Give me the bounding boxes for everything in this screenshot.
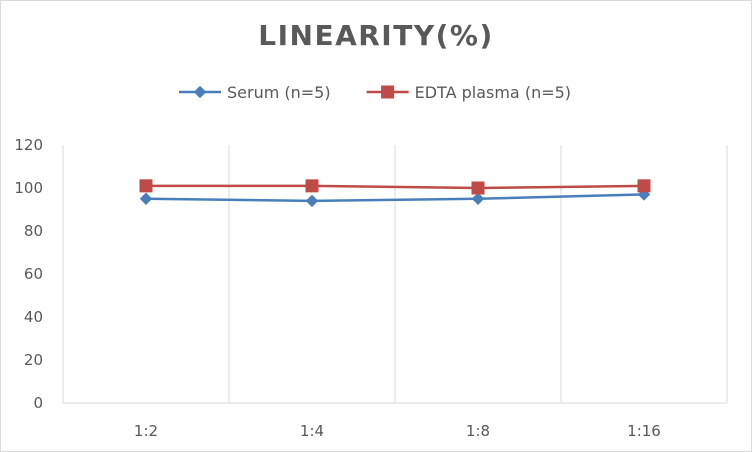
y-tick-label: 60 [24,265,43,283]
legend-entry-label: Serum (n=5) [227,83,331,102]
data-point [305,194,319,208]
data-point [471,192,485,205]
series-line [146,184,645,190]
data-point [139,179,153,193]
y-tick-label: 80 [24,222,43,240]
y-tick-label: 120 [14,136,43,154]
data-point [471,181,485,195]
x-tick-label: 1:2 [134,422,158,440]
legend-entry-label: EDTA plasma (n=5) [415,83,571,102]
x-tick-label: 1:4 [300,422,324,440]
data-point [637,179,651,193]
legend-marker [381,85,395,99]
y-tick-label: 0 [33,394,43,412]
y-tick-label: 20 [24,351,43,369]
y-tick-label: 40 [24,308,43,326]
x-tick-label: 1:16 [627,422,661,440]
x-tick-label: 1:8 [466,422,490,440]
data-point [139,192,153,205]
legend-marker [193,85,207,99]
series-line [145,193,645,203]
chart-title: LINEARITY(%) [258,19,494,52]
y-tick-label: 100 [14,179,43,197]
data-point [305,179,319,193]
